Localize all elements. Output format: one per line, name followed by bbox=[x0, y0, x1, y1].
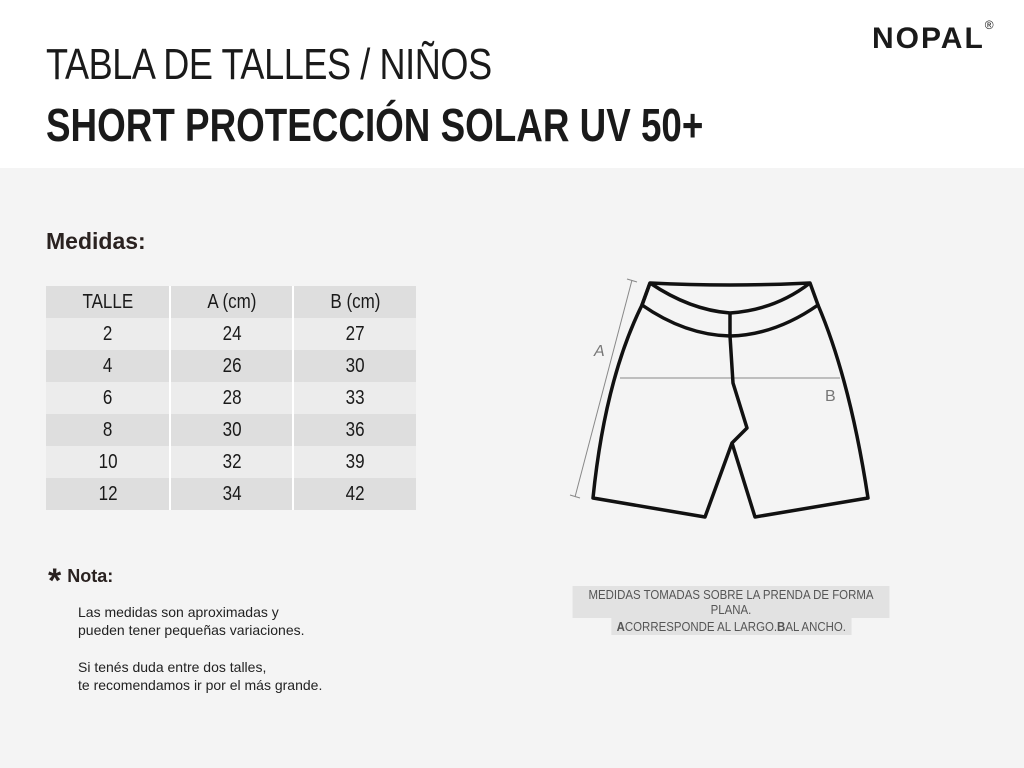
logo-text: NOPAL bbox=[872, 22, 985, 55]
shorts-outline bbox=[591, 281, 870, 519]
table-cell: 42 bbox=[292, 478, 416, 510]
table-cell: 4 bbox=[46, 350, 171, 382]
note-paragraph-1: Las medidas son aproximadas y pueden tene… bbox=[78, 604, 305, 638]
section-title: Medidas: bbox=[46, 228, 146, 254]
asterisk-icon: * bbox=[48, 562, 62, 600]
product-title: SHORT PROTECCIÓN SOLAR UV 50+ bbox=[46, 99, 704, 151]
table-cell: 36 bbox=[292, 414, 416, 446]
label-a: A bbox=[593, 343, 605, 360]
table-cell: 30 bbox=[169, 414, 294, 446]
table-row: 10 32 39 bbox=[46, 446, 416, 478]
header-cell: A (cm) bbox=[169, 286, 294, 318]
table-cell: 10 bbox=[46, 446, 171, 478]
measure-line-a bbox=[574, 279, 633, 498]
header-cell: TALLE bbox=[46, 286, 171, 318]
table-row: 8 30 36 bbox=[46, 414, 416, 446]
table-row: 2 24 27 bbox=[46, 318, 416, 350]
caption-line-2: A CORRESPONDE AL LARGO. B AL ANCHO. bbox=[611, 618, 851, 635]
table-cell: 28 bbox=[169, 382, 294, 414]
table-cell: 27 bbox=[292, 318, 416, 350]
table-cell: 12 bbox=[46, 478, 171, 510]
table-cell: 32 bbox=[169, 446, 294, 478]
table-cell: 33 bbox=[292, 382, 416, 414]
table-row: 4 26 30 bbox=[46, 350, 416, 382]
header: TABLA DE TALLES / NIÑOS SHORT PROTECCIÓN… bbox=[0, 0, 1024, 168]
registered-mark: ® bbox=[984, 18, 996, 32]
table-cell: 30 bbox=[292, 350, 416, 382]
table-row: 6 28 33 bbox=[46, 382, 416, 414]
table-row: 12 34 42 bbox=[46, 478, 416, 510]
size-table: TALLE A (cm) B (cm) 2 24 27 4 26 30 6 28 33 8 30 36… bbox=[46, 286, 416, 510]
note-paragraph-2: Si tenés duda entre dos talles, te recome… bbox=[78, 659, 323, 693]
header-cell: B (cm) bbox=[292, 286, 416, 318]
brand-logo: NOPAL® bbox=[872, 18, 996, 56]
table-cell: 2 bbox=[46, 318, 171, 350]
table-cell: 39 bbox=[292, 446, 416, 478]
label-b: B bbox=[825, 388, 836, 405]
caption-line-1: MEDIDAS TOMADAS SOBRE LA PRENDA DE FORMA… bbox=[572, 586, 890, 618]
table-cell: 6 bbox=[46, 382, 171, 414]
table-cell: 26 bbox=[169, 350, 294, 382]
table-cell: 24 bbox=[169, 318, 294, 350]
table-header: TALLE A (cm) B (cm) bbox=[46, 286, 416, 318]
page-title: TABLA DE TALLES / NIÑOS bbox=[46, 40, 492, 89]
note-title: * Nota: bbox=[48, 562, 114, 600]
diagram-caption: MEDIDAS TOMADAS SOBRE LA PRENDA DE FORMA… bbox=[551, 586, 911, 635]
table-cell: 34 bbox=[169, 478, 294, 510]
table-cell: 8 bbox=[46, 414, 171, 446]
